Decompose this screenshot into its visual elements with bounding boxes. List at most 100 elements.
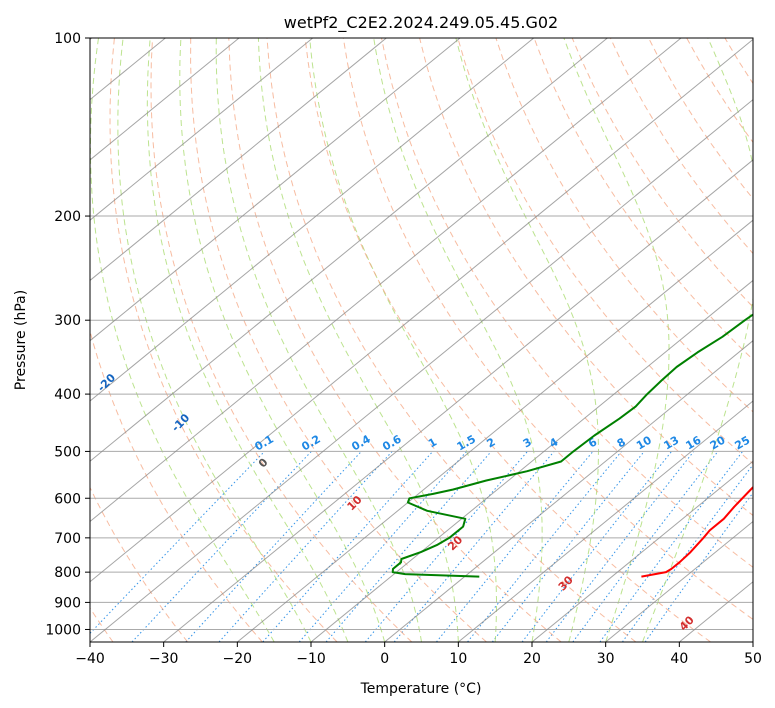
mixing-ratio-label: 10 bbox=[634, 433, 654, 452]
temperature-profile-line bbox=[641, 485, 753, 578]
mixing-ratio-label: 0.4 bbox=[349, 432, 373, 453]
isotherm-line bbox=[90, 99, 753, 642]
moist-adiabat-line bbox=[117, 38, 312, 642]
isotherm-line bbox=[531, 460, 753, 642]
y-tick-label: 900 bbox=[54, 595, 81, 611]
mixing-ratio-line bbox=[436, 451, 594, 642]
isotherm-line bbox=[310, 279, 753, 642]
mixing-ratio-label: 4 bbox=[547, 435, 560, 450]
isotherm-line bbox=[90, 38, 314, 221]
mixing-ratio-line bbox=[644, 491, 753, 642]
y-tick-label: 300 bbox=[54, 313, 81, 329]
isotherm-line bbox=[90, 38, 753, 583]
mixing-ratio-label: 13 bbox=[661, 434, 681, 453]
moist-adiabat-line bbox=[455, 38, 599, 642]
isotherm-line bbox=[384, 340, 753, 642]
y-tick-label: 100 bbox=[54, 31, 81, 47]
dry-adiabat-line bbox=[495, 38, 753, 413]
dry-adiabat-line bbox=[228, 38, 562, 642]
mixing-ratio-label: 0.1 bbox=[253, 432, 276, 453]
mixing-ratio-line bbox=[131, 451, 312, 642]
dry-adiabat-line bbox=[419, 38, 753, 517]
x-tick-label: −20 bbox=[223, 651, 253, 667]
y-tick-label: 600 bbox=[54, 491, 81, 507]
x-tick-label: 20 bbox=[523, 651, 541, 667]
dry-adiabat-line bbox=[571, 38, 753, 308]
isotherm-line bbox=[163, 159, 753, 642]
dry-adiabat-line bbox=[609, 38, 753, 255]
dewpoint-profile-line bbox=[391, 313, 753, 578]
moist-adiabat-line bbox=[563, 38, 670, 642]
dry-adiabat-line bbox=[109, 38, 338, 642]
moist-adiabat-line bbox=[90, 38, 275, 642]
dry-adiabat-label: -10 bbox=[169, 411, 192, 434]
mixing-ratio-label: 30 bbox=[753, 433, 773, 452]
y-axis-label: Pressure (hPa) bbox=[13, 290, 29, 390]
moist-adiabat-line bbox=[642, 38, 753, 642]
mixing-ratio-label: 0.2 bbox=[299, 432, 322, 453]
x-axis-ticks: −40 −30 −20 −10 0 10 20 30 40 50 bbox=[75, 642, 762, 667]
dry-adiabat-line bbox=[763, 38, 775, 642]
moist-adiabat-line bbox=[257, 38, 459, 642]
moist-adiabat-line bbox=[179, 38, 386, 642]
mixing-ratio-line bbox=[393, 451, 555, 642]
isotherm-line bbox=[679, 581, 753, 642]
mixing-ratio-line bbox=[621, 463, 753, 642]
mixing-ratio-label: 16 bbox=[684, 433, 704, 452]
isotherm-line bbox=[90, 38, 535, 402]
mixing-ratio-label: 1.5 bbox=[455, 432, 478, 453]
dry-adiabat-line bbox=[90, 486, 189, 642]
reference-line-labels: -100-90-80-70-60-50-40-30-20-10010203040… bbox=[29, 331, 773, 634]
moist-adiabat-line bbox=[215, 38, 422, 642]
y-tick-label: 800 bbox=[54, 565, 81, 581]
y-tick-label: 700 bbox=[54, 531, 81, 547]
x-tick-label: 0 bbox=[380, 651, 389, 667]
y-tick-label: 500 bbox=[54, 444, 81, 460]
mixing-ratio-label: 2 bbox=[485, 435, 498, 450]
isotherm-line bbox=[90, 38, 608, 462]
x-tick-label: −40 bbox=[75, 651, 105, 667]
mixing-ratio-label: 8 bbox=[615, 435, 628, 450]
moist-adiabat-line bbox=[146, 38, 349, 642]
isotherm-line bbox=[90, 38, 461, 342]
x-tick-label: 40 bbox=[670, 651, 688, 667]
x-tick-label: 50 bbox=[744, 651, 762, 667]
mixing-ratio-line bbox=[325, 451, 492, 642]
mixing-ratio-line bbox=[572, 451, 719, 642]
isotherm-gridlines bbox=[90, 38, 753, 642]
y-tick-label: 200 bbox=[54, 209, 81, 225]
x-axis-label: Temperature (°C) bbox=[360, 681, 482, 697]
dry-adiabat-line bbox=[90, 329, 263, 642]
dry-adiabat-line bbox=[686, 38, 753, 144]
mixing-ratio-line bbox=[364, 451, 528, 642]
sounding-series bbox=[391, 313, 753, 578]
dry-adiabat-label: 20 bbox=[445, 533, 465, 553]
dry-adiabat-line bbox=[648, 38, 753, 200]
mixing-ratio-label: 25 bbox=[732, 434, 752, 453]
chart-title: wetPf2_C2E2.2024.249.05.45.G02 bbox=[284, 13, 558, 33]
moist-adiabats bbox=[90, 38, 753, 642]
isotherm-line bbox=[90, 38, 387, 282]
moist-adiabat-line bbox=[373, 38, 543, 642]
mixing-ratio-line bbox=[185, 451, 362, 642]
dry-adiabats bbox=[90, 38, 775, 642]
x-tick-label: 10 bbox=[449, 651, 467, 667]
mixing-ratio-line bbox=[262, 451, 434, 642]
mixing-ratio-label: 1 bbox=[426, 435, 439, 450]
dry-adiabat-line bbox=[190, 38, 487, 642]
plot-frame bbox=[89, 37, 754, 643]
plot-area: -100-90-80-70-60-50-40-30-20-10010203040… bbox=[29, 38, 775, 642]
mixing-ratio-line bbox=[599, 451, 743, 642]
isotherm-line bbox=[458, 400, 753, 642]
isotherm-line bbox=[90, 38, 240, 161]
dry-adiabat-line bbox=[457, 38, 753, 465]
isotherm-line bbox=[90, 38, 682, 523]
dry-adiabat-line bbox=[304, 38, 711, 642]
y-tick-label: 1000 bbox=[45, 622, 81, 638]
isobar-gridlines bbox=[90, 38, 753, 630]
dry-adiabat-label: -30 bbox=[29, 331, 52, 354]
mixing-ratio-label: 0.6 bbox=[380, 432, 404, 453]
mixing-ratio-line bbox=[90, 451, 265, 635]
y-axis-ticks: 100 200 300 400 500 600 700 800 900 1000 bbox=[45, 31, 90, 638]
dry-adiabat-line bbox=[342, 38, 753, 621]
